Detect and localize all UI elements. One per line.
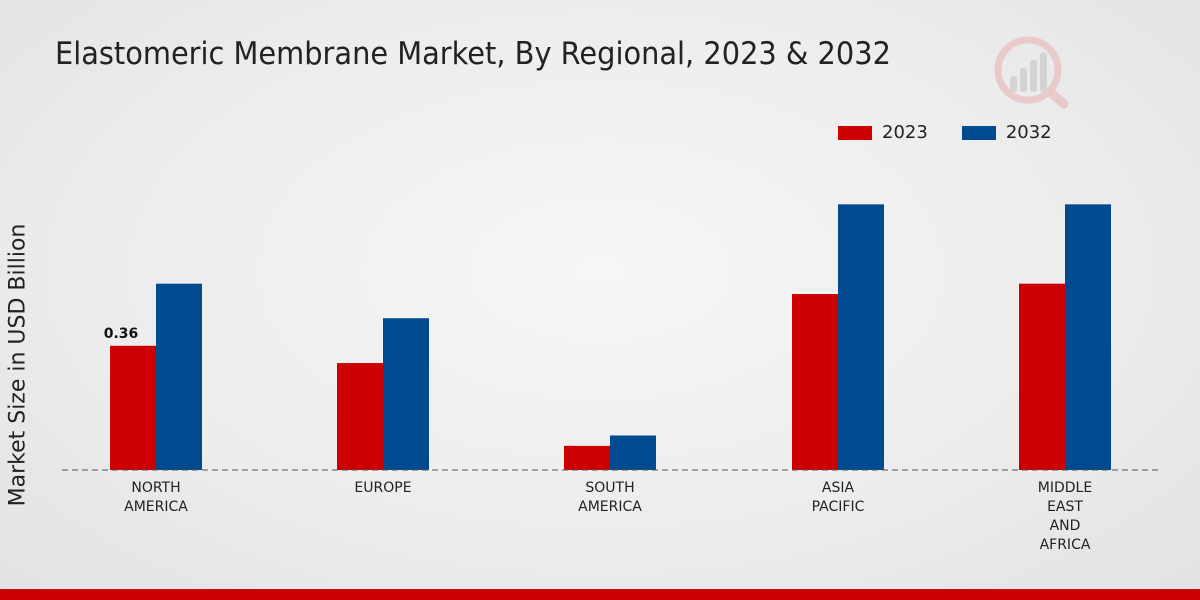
x-tick-label-4-1: EAST: [1047, 499, 1083, 515]
bar-2032-4: [1065, 204, 1111, 470]
legend-label-2023: 2023: [882, 122, 928, 143]
bar-2023-0: [110, 345, 156, 470]
x-tick-label-0-1: AMERICA: [124, 499, 188, 515]
bar-2023-2: [564, 445, 610, 470]
bar-2023-3: [792, 294, 838, 470]
x-tick-label-0-0: NORTH: [131, 480, 180, 496]
legend-item-2032: 2032: [961, 122, 1052, 143]
x-tick-label-2-0: SOUTH: [585, 480, 634, 496]
bar-2023-1: [337, 363, 383, 470]
legend-item-2023: 2023: [838, 122, 928, 143]
legend-swatch-2032: [961, 125, 996, 140]
legend: 2023 2032: [838, 122, 1086, 143]
bar-2032-3: [838, 204, 884, 470]
bar-2032-1: [383, 318, 429, 470]
x-tick-label-3-0: ASIA: [822, 480, 855, 496]
bar-2032-0: [156, 283, 202, 470]
x-tick-label-2-1: AMERICA: [578, 499, 642, 515]
legend-label-2032: 2032: [1005, 122, 1052, 143]
legend-swatch-2023: [838, 125, 872, 140]
data-label-0-0: 0.36: [104, 326, 139, 342]
x-tick-label-1-0: EUROPE: [354, 480, 411, 496]
x-tick-label-3-1: PACIFIC: [812, 499, 865, 515]
x-tick-label-4-0: MIDDLE: [1038, 480, 1092, 496]
x-tick-label-4-3: AFRICA: [1040, 537, 1091, 553]
footer-bar: [0, 589, 1200, 600]
chart-title: Elastomeric Membrane Market, By Regional…: [55, 36, 891, 72]
bar-2032-2: [610, 435, 656, 470]
watermark-logo-icon: [992, 30, 1072, 110]
x-tick-label-4-2: AND: [1050, 518, 1081, 534]
bar-2023-4: [1019, 283, 1065, 470]
